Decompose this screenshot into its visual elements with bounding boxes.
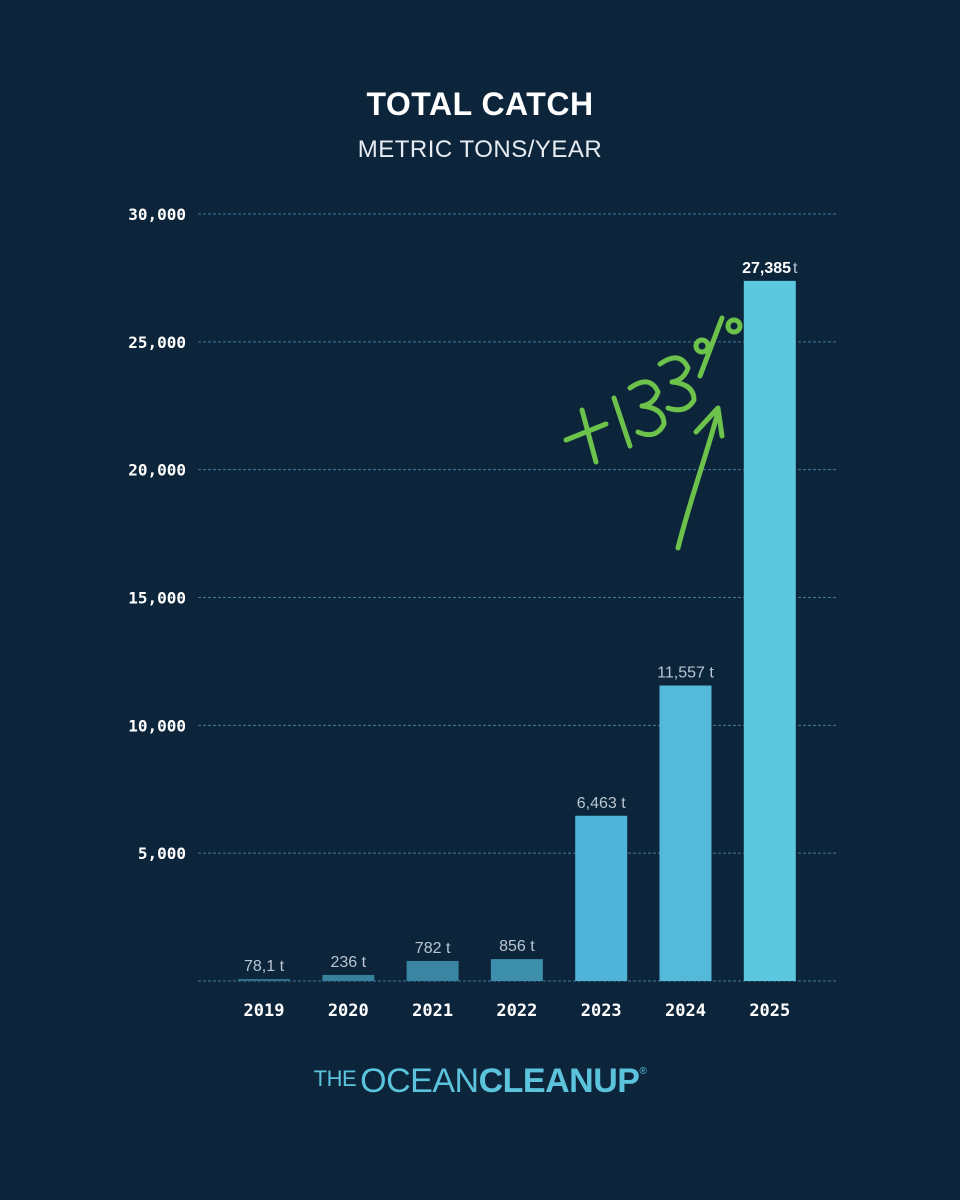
bar: [406, 961, 459, 981]
y-tick-label: 15,000: [128, 589, 186, 608]
y-tick-label: 10,000: [128, 716, 186, 735]
data-label: 236 t: [331, 954, 367, 971]
bar: [743, 280, 796, 982]
data-label: 78,1 t: [244, 958, 285, 975]
annotation-arrow-head: [693, 405, 725, 439]
x-tick-label: 2019: [244, 1001, 285, 1021]
bar: [322, 974, 375, 981]
logo-ocean: OCEAN: [360, 1062, 479, 1100]
chart-title: TOTAL CATCH: [366, 86, 594, 122]
chart-subtitle: METRIC TONS/YEAR: [357, 136, 603, 163]
x-tick-label: 2025: [749, 1001, 790, 1021]
data-label: 782 t: [415, 940, 451, 957]
annotation-percent-dot-1: [693, 337, 711, 355]
x-tick-label: 2023: [581, 1001, 622, 1021]
logo-the: THE: [313, 1066, 357, 1091]
logo-registered-mark: ®: [639, 1066, 647, 1077]
annotation-percent-dot-2: [725, 317, 743, 335]
annotation-percent-slash: [697, 315, 725, 379]
ocean-cleanup-logo: THE OCEANCLEANUP®: [0, 1062, 960, 1101]
bar: [238, 979, 290, 981]
x-tick-label: 2021: [412, 1001, 453, 1021]
annotation-plus-vertical: [579, 407, 599, 465]
y-tick-label: 5,000: [138, 844, 186, 863]
annotation-arrow-shaft: [675, 409, 721, 551]
x-tick-label: 2024: [665, 1001, 706, 1021]
y-axis-ticks: 5,000 10,000 15,000 20,000 25,000 30,000: [128, 205, 186, 863]
annotation-133-percent: [563, 315, 743, 551]
y-tick-label: 20,000: [128, 461, 186, 480]
y-tick-label: 30,000: [128, 205, 186, 224]
gridlines: [198, 213, 836, 982]
data-label: 11,557 t: [657, 665, 714, 682]
x-axis-ticks: 2019 2020 2021 2022 2023 2024 2025: [244, 1001, 791, 1021]
bars: [238, 280, 796, 982]
data-labels: 78,1 t 236 t 782 t 856 t 6,463 t 11,557 t 27,3…: [244, 260, 798, 975]
x-tick-label: 2020: [328, 1001, 369, 1021]
logo-cleanup: CLEANUP: [478, 1062, 640, 1100]
annotation-digit-1: [611, 395, 633, 449]
y-tick-label: 25,000: [128, 333, 186, 352]
annotation-digit-3a: [627, 379, 667, 438]
data-label: 856 t: [499, 938, 535, 955]
annotation-digit-3b: [657, 355, 697, 413]
bar: [659, 685, 712, 981]
data-label: 27,385 t: [742, 260, 798, 277]
bar: [490, 959, 543, 981]
bar: [575, 815, 628, 981]
annotation-strokes: [563, 315, 743, 551]
x-tick-label: 2022: [496, 1001, 537, 1021]
data-label: 6,463 t: [577, 795, 626, 812]
